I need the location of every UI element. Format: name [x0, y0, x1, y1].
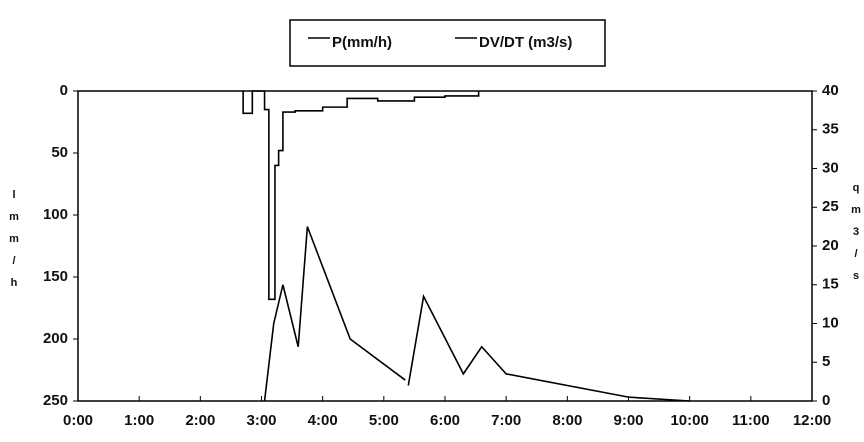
x-tick-label: 11:00	[732, 412, 770, 429]
y2-tick-label: 30	[822, 159, 839, 176]
x-tick-label: 0:00	[63, 412, 93, 429]
y-axis-label: /	[12, 255, 15, 267]
x-tick-label: 6:00	[430, 412, 460, 429]
y2-tick-label: 5	[822, 353, 830, 370]
y2-tick-label: 20	[822, 237, 839, 254]
x-tick-label: 12:00	[793, 412, 831, 429]
series-line	[242, 90, 480, 301]
y2-tick-label: 35	[822, 121, 839, 138]
x-tick-label: 10:00	[670, 412, 708, 429]
x-tick-label: 8:00	[552, 412, 582, 429]
series-line	[407, 293, 690, 402]
y-tick-label: 100	[43, 206, 68, 223]
y-axis-label: h	[11, 277, 18, 289]
x-tick-label: 3:00	[246, 412, 276, 429]
x-tick-label: 2:00	[185, 412, 215, 429]
y2-axis-label: /	[854, 248, 857, 260]
y2-tick-label: 10	[822, 314, 839, 331]
legend-label: DV/DT (m3/s)	[479, 34, 572, 51]
x-tick-label: 7:00	[491, 412, 521, 429]
y2-tick-label: 0	[822, 392, 830, 409]
x-tick-label: 1:00	[124, 412, 154, 429]
x-tick-label: 4:00	[308, 412, 338, 429]
y2-axis-label: q	[853, 182, 860, 194]
legend-box	[289, 19, 606, 67]
y2-axis-label: s	[853, 270, 859, 282]
y-tick-label: 0	[60, 82, 68, 99]
legend-label: P(mm/h)	[332, 34, 392, 51]
y-tick-label: 150	[43, 268, 68, 285]
y-tick-label: 250	[43, 392, 68, 409]
y2-axis-label: m	[851, 204, 861, 216]
x-tick-label: 5:00	[369, 412, 399, 429]
y2-tick-label: 15	[822, 276, 839, 293]
y-tick-label: 50	[51, 144, 68, 161]
y-axis-label: m	[9, 233, 19, 245]
series-line	[263, 226, 406, 402]
x-tick-label: 9:00	[613, 412, 643, 429]
y2-tick-label: 25	[822, 198, 839, 215]
plot-frame	[77, 90, 813, 402]
y2-tick-label: 40	[822, 82, 839, 99]
y2-axis-label: 3	[853, 226, 859, 238]
y-tick-label: 200	[43, 330, 68, 347]
y-axis-label: l	[12, 189, 15, 201]
y-axis-label: m	[9, 211, 19, 223]
